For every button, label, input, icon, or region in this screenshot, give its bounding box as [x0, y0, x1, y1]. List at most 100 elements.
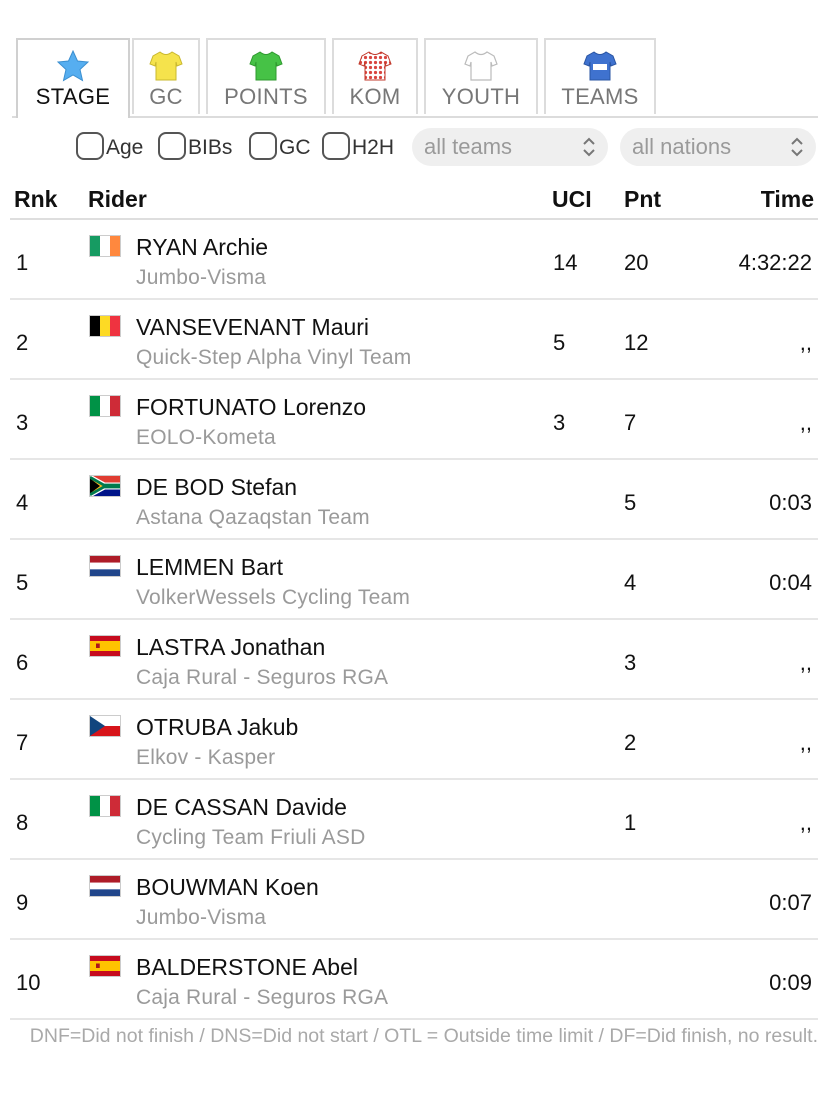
points-cell: 20	[624, 250, 649, 275]
rider-name-link[interactable]: BALDERSTONE Abel	[136, 954, 359, 980]
age-checkbox-label: Age	[106, 136, 144, 159]
rider-name-link[interactable]: FORTUNATO Lorenzo	[136, 394, 367, 420]
team-name-link[interactable]: Jumbo-Visma	[136, 906, 267, 929]
team-name-link[interactable]: VolkerWessels Cycling Team	[136, 586, 411, 609]
header-pnt[interactable]: Pnt	[624, 186, 662, 212]
rider-name-link[interactable]: RYAN Archie	[136, 234, 269, 260]
czech-flag-icon	[89, 715, 121, 737]
rider-name-link[interactable]: DE BOD Stefan	[136, 474, 298, 500]
header-rank[interactable]: Rnk	[14, 186, 58, 212]
tab-points[interactable]: POINTS	[206, 38, 326, 114]
rider-name-link[interactable]: OTRUBA Jakub	[136, 714, 299, 740]
rank-cell: 5	[16, 570, 29, 595]
table-row[interactable]: 5 LEMMEN Bart VolkerWessels Cycling Team…	[10, 540, 818, 620]
age-checkbox-box[interactable]	[76, 132, 104, 160]
team-name-link[interactable]: Cycling Team Friuli ASD	[136, 826, 366, 849]
rank-cell: 6	[16, 650, 29, 675]
rider-name-link[interactable]: BOUWMAN Koen	[136, 874, 319, 900]
table-row[interactable]: 2 VANSEVENANT Mauri Quick-Step Alpha Vin…	[10, 300, 818, 380]
nations-select[interactable]: all nations	[620, 128, 816, 166]
rider-name-link[interactable]: VANSEVENANT Mauri	[136, 314, 370, 340]
tab-gc-label: GC	[149, 84, 183, 109]
team-name-link[interactable]: EOLO-Kometa	[136, 426, 276, 449]
tab-kom[interactable]: KOM	[332, 38, 418, 114]
teams-select[interactable]: all teams	[412, 128, 608, 166]
tab-stage-label: STAGE	[35, 84, 111, 109]
h2h-checkbox-label: H2H	[352, 136, 395, 159]
team-name-link[interactable]: Astana Qazaqstan Team	[136, 506, 370, 529]
table-row[interactable]: 1 RYAN Archie Jumbo-Visma 14 20 4:32:22	[10, 220, 818, 300]
white-jersey-icon	[464, 51, 498, 81]
tab-teams-label: TEAMS	[561, 84, 639, 109]
star-icon	[56, 50, 90, 82]
bibs-checkbox-box[interactable]	[158, 132, 186, 160]
table-row[interactable]: 3 FORTUNATO Lorenzo EOLO-Kometa 3 7 ,,	[10, 380, 818, 460]
ireland-flag-icon	[89, 235, 121, 257]
tab-teams[interactable]: TEAMS	[544, 38, 656, 114]
age-checkbox[interactable]: Age	[76, 132, 143, 160]
rank-cell: 10	[16, 970, 41, 995]
tab-kom-label: KOM	[349, 84, 401, 109]
header-rider[interactable]: Rider	[88, 186, 147, 212]
uci-cell: 5	[553, 330, 566, 355]
header-time[interactable]: Time	[760, 186, 814, 212]
team-name-link[interactable]: Caja Rural - Seguros RGA	[136, 666, 389, 689]
time-cell: 0:09	[769, 970, 812, 995]
points-cell: 7	[624, 410, 637, 435]
filter-bar: Age BIBs GC H2H all teams all nations	[0, 128, 828, 168]
table-row[interactable]: 6 LASTRA Jonathan Caja Rural - Seguros R…	[10, 620, 818, 700]
rider-name-link[interactable]: LEMMEN Bart	[136, 554, 283, 580]
updown-chevron-icon	[791, 137, 803, 157]
gc-checkbox[interactable]: GC	[249, 132, 311, 160]
rank-cell: 7	[16, 730, 29, 755]
table-row[interactable]: 10 BALDERSTONE Abel Caja Rural - Seguros…	[10, 940, 818, 1020]
time-cell: 0:04	[769, 570, 812, 595]
gc-checkbox-label: GC	[279, 136, 311, 159]
italy-flag-icon	[89, 795, 121, 817]
time-cell: ,,	[799, 730, 812, 755]
team-name-link[interactable]: Caja Rural - Seguros RGA	[136, 986, 389, 1009]
time-cell: 0:03	[769, 490, 812, 515]
tab-youth-label: YOUTH	[441, 84, 521, 109]
rank-cell: 3	[16, 410, 29, 435]
uci-cell: 3	[553, 410, 566, 435]
spain-flag-icon	[89, 635, 121, 657]
tab-points-label: POINTS	[224, 84, 308, 109]
team-name-link[interactable]: Elkov - Kasper	[136, 746, 276, 769]
green-jersey-icon	[249, 51, 283, 81]
team-name-link[interactable]: Jumbo-Visma	[136, 266, 267, 289]
netherlands-flag-icon	[89, 555, 121, 577]
points-cell: 3	[624, 650, 637, 675]
h2h-checkbox[interactable]: H2H	[322, 132, 394, 160]
team-name-link[interactable]: Quick-Step Alpha Vinyl Team	[136, 346, 412, 369]
table-row[interactable]: 4 DE BOD Stefan Astana Qazaqstan Team 5 …	[10, 460, 818, 540]
yellow-jersey-icon	[149, 51, 183, 81]
points-cell: 2	[624, 730, 637, 755]
rank-cell: 4	[16, 490, 29, 515]
rank-cell: 9	[16, 890, 29, 915]
table-row[interactable]: 8 DE CASSAN Davide Cycling Team Friuli A…	[10, 780, 818, 860]
updown-chevron-icon	[583, 137, 595, 157]
table-header: Rnk Rider UCI Pnt Time	[10, 180, 818, 220]
header-uci[interactable]: UCI	[552, 186, 592, 212]
bibs-checkbox[interactable]: BIBs	[158, 132, 232, 160]
rank-cell: 8	[16, 810, 29, 835]
tab-gc[interactable]: GC	[132, 38, 200, 114]
time-cell: ,,	[799, 330, 812, 355]
italy-flag-icon	[89, 395, 121, 417]
tab-youth[interactable]: YOUTH	[424, 38, 538, 114]
rank-cell: 2	[16, 330, 29, 355]
rider-name-link[interactable]: DE CASSAN Davide	[136, 794, 347, 820]
classification-tabs: STAGE GC POINTS KOM YOUTH	[12, 38, 818, 118]
teams-select-value: all teams	[424, 134, 513, 159]
tab-stage[interactable]: STAGE	[16, 38, 130, 118]
rank-cell: 1	[16, 250, 29, 275]
nations-select-value: all nations	[632, 134, 732, 159]
table-row[interactable]: 7 OTRUBA Jakub Elkov - Kasper 2 ,,	[10, 700, 818, 780]
rider-name-link[interactable]: LASTRA Jonathan	[136, 634, 326, 660]
gc-checkbox-box[interactable]	[249, 132, 277, 160]
points-cell: 1	[624, 810, 637, 835]
table-row[interactable]: 9 BOUWMAN Koen Jumbo-Visma 0:07	[10, 860, 818, 940]
h2h-checkbox-box[interactable]	[322, 132, 350, 160]
uci-cell: 14	[553, 250, 578, 275]
